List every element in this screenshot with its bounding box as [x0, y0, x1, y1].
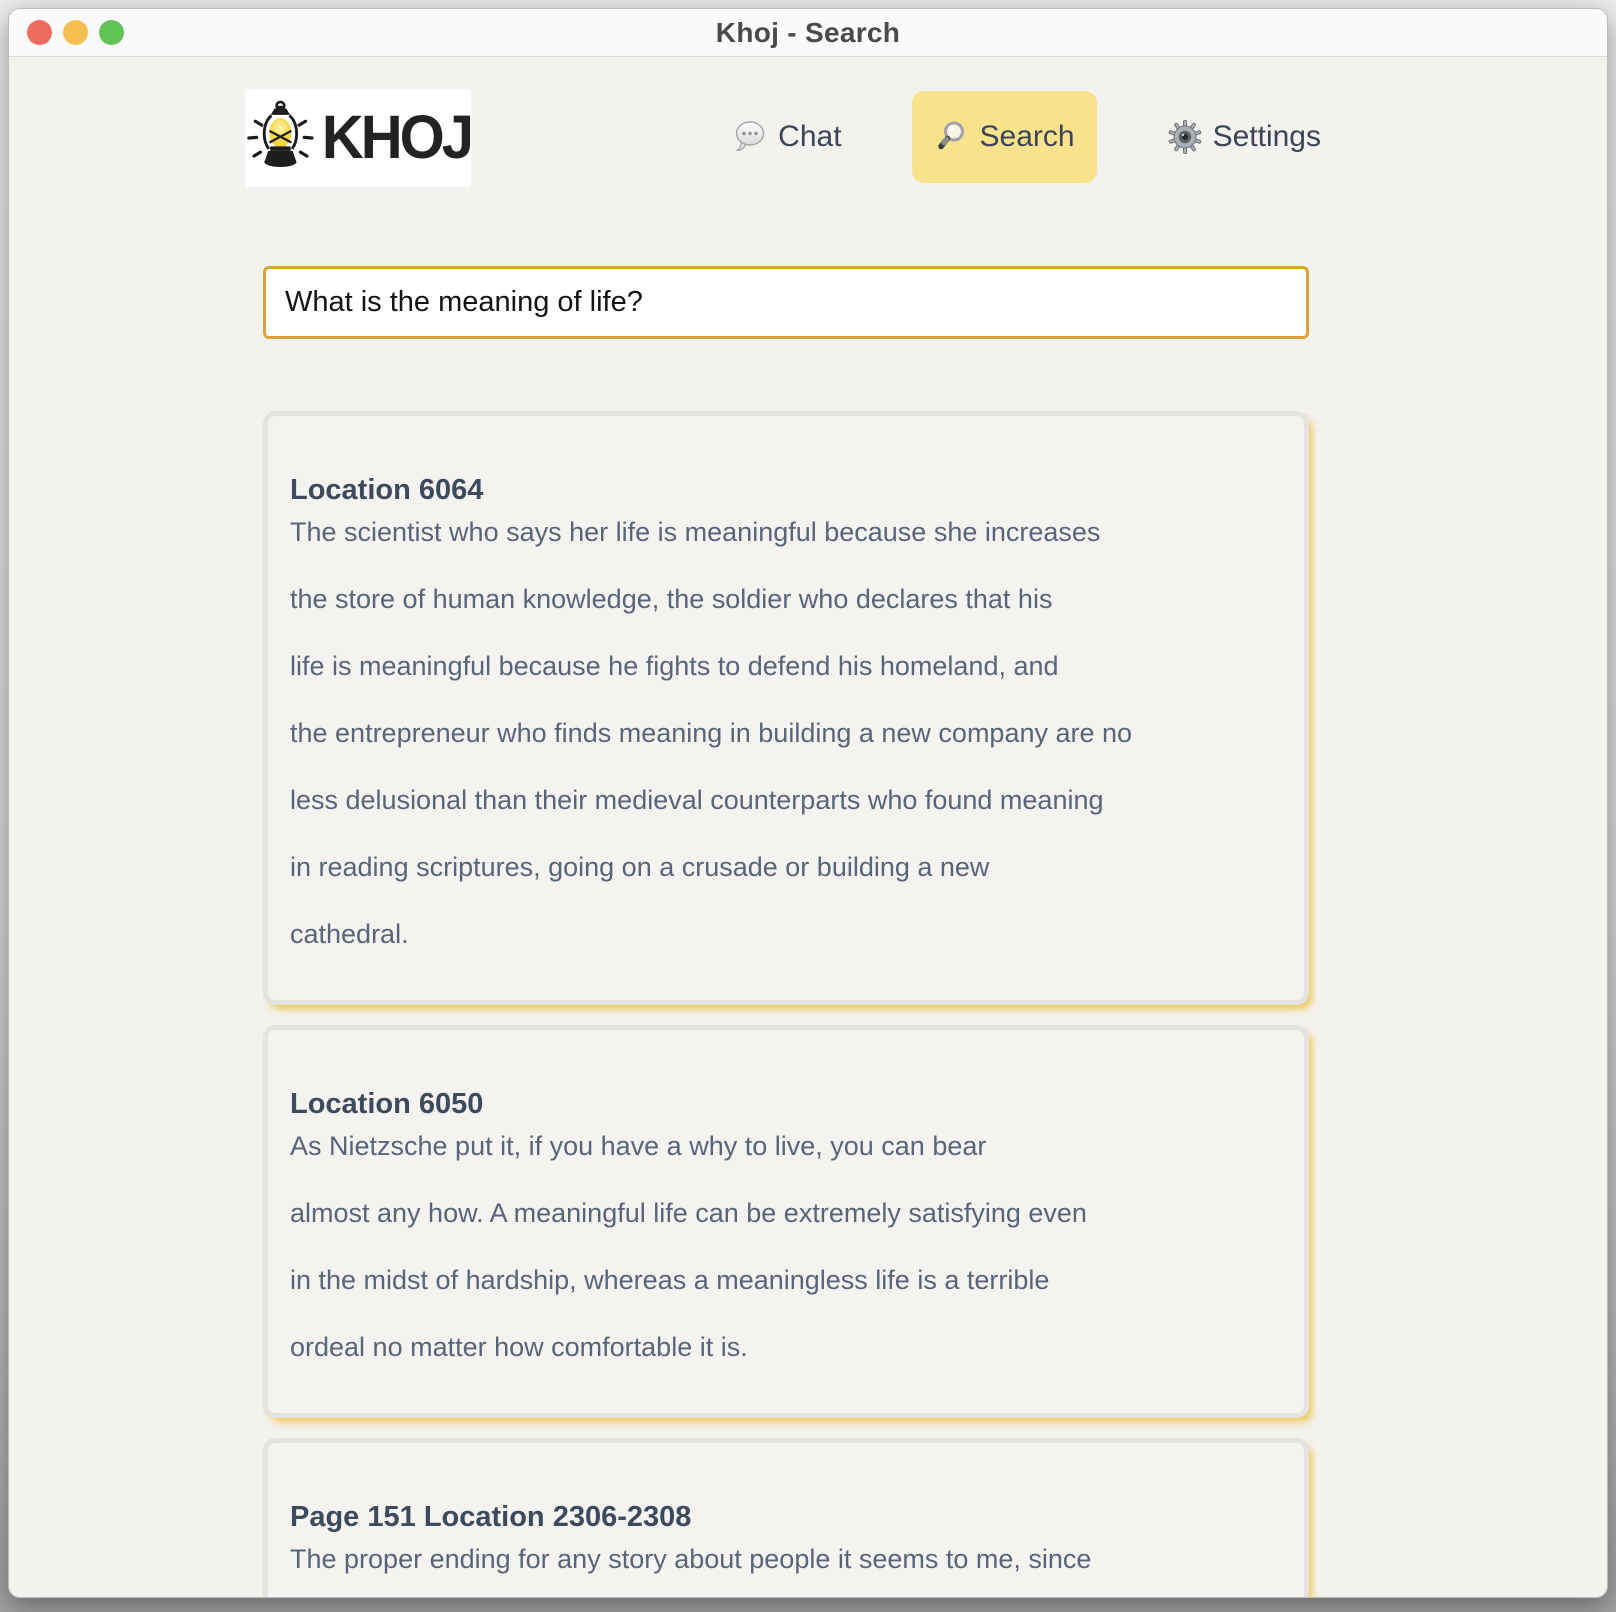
magnifier-icon [937, 121, 964, 150]
window-title: Khoj - Search [715, 16, 901, 48]
zoom-button[interactable] [99, 20, 124, 45]
search-input[interactable] [263, 266, 1309, 339]
nav-settings[interactable]: Settings [1161, 91, 1327, 183]
result-card[interactable]: Page 151 Location 2306-2308 The proper e… [263, 1438, 1309, 1597]
result-heading: Page 151 Location 2306-2308 [290, 1501, 692, 1533]
titlebar: Khoj - Search [9, 9, 1607, 57]
chat-bubble-icon [734, 121, 765, 152]
lantern-icon [247, 100, 314, 167]
result-line: The proper ending for any story about pe… [290, 1544, 1092, 1574]
traffic-lights [27, 9, 124, 56]
close-button[interactable] [27, 20, 52, 45]
result-line: the entrepreneur who finds meaning in bu… [290, 718, 1133, 748]
top-navigation: Chat Search [726, 91, 1327, 183]
minimize-button[interactable] [63, 20, 88, 45]
main-content: KHOJ Chat [9, 57, 1607, 1597]
result-line: less delusional than their medieval coun… [290, 785, 1104, 815]
result-line: life is meaningful because he fights to … [290, 651, 1059, 681]
nav-search[interactable]: Search [911, 91, 1097, 183]
nav-chat-label: Chat [778, 120, 842, 153]
khoj-logo: KHOJ [245, 89, 474, 187]
result-line: in reading scriptures, going on a crusad… [290, 852, 990, 882]
result-card[interactable]: Location 6050 As Nietzsche put it, if yo… [263, 1025, 1309, 1418]
nav-settings-label: Settings [1212, 120, 1321, 153]
result-line: The scientist who says her life is meani… [290, 517, 1101, 547]
result-card[interactable]: Location 6064 The scientist who says her… [263, 411, 1309, 1005]
result-line: the store of human knowledge, the soldie… [290, 584, 1053, 614]
search-bar [263, 266, 1309, 339]
app-window: Khoj - Search [8, 8, 1608, 1598]
brand-name: KHOJ [321, 103, 474, 172]
search-results: Location 6064 The scientist who says her… [263, 411, 1309, 1597]
nav-search-label: Search [979, 120, 1075, 153]
result-line: in the midst of hardship, whereas a mean… [290, 1265, 1050, 1295]
result-line: cathedral. [290, 919, 409, 949]
result-heading: Location 6050 [290, 1088, 484, 1120]
result-line: almost any how. A meaningful life can be… [290, 1198, 1087, 1228]
result-heading: Location 6064 [290, 474, 484, 506]
result-line: As Nietzsche put it, if you have a why t… [290, 1131, 987, 1161]
nav-chat[interactable]: Chat [726, 91, 847, 183]
result-line: ordeal no matter how comfortable it is. [290, 1332, 748, 1362]
gear-icon [1168, 120, 1201, 154]
